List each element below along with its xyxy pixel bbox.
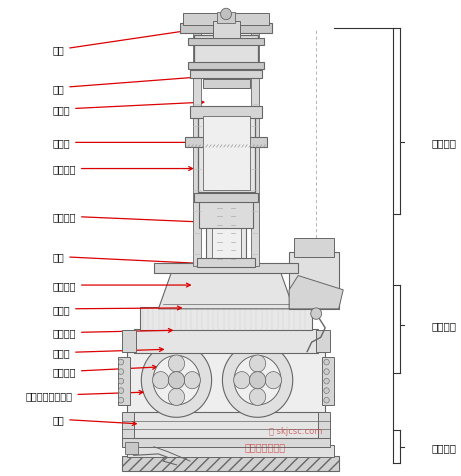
Bar <box>197 258 255 268</box>
Bar <box>195 194 258 202</box>
Bar <box>127 352 325 414</box>
Text: 下机体: 下机体 <box>53 348 163 358</box>
Polygon shape <box>324 378 329 384</box>
Polygon shape <box>221 9 231 20</box>
Bar <box>206 117 246 267</box>
Bar <box>251 29 260 267</box>
Text: 翻板门: 翻板门 <box>53 138 197 148</box>
Polygon shape <box>311 308 322 319</box>
Text: 上机体: 上机体 <box>53 304 181 314</box>
Text: 下密炼室: 下密炼室 <box>53 328 172 338</box>
Bar <box>217 13 235 23</box>
Bar <box>118 357 130 405</box>
Bar <box>122 438 330 447</box>
Bar <box>141 308 312 330</box>
Polygon shape <box>118 369 124 375</box>
Polygon shape <box>168 355 184 372</box>
Text: 数控机床市场网: 数控机床市场网 <box>244 441 285 451</box>
Text: 压料装置: 压料装置 <box>53 212 226 225</box>
Polygon shape <box>184 372 201 389</box>
Text: 混炼部分: 混炼部分 <box>431 321 456 331</box>
Bar <box>188 62 264 69</box>
Text: 转子: 转子 <box>53 252 201 266</box>
Bar <box>193 29 201 267</box>
Polygon shape <box>223 343 293 417</box>
Bar <box>183 14 269 26</box>
Bar <box>185 138 266 148</box>
Bar <box>134 329 319 353</box>
Bar <box>124 442 138 454</box>
Bar <box>180 24 272 34</box>
Bar <box>198 115 255 193</box>
Bar <box>188 39 264 46</box>
Polygon shape <box>168 388 184 406</box>
Bar <box>131 412 321 438</box>
Bar <box>190 107 262 119</box>
Bar <box>322 357 334 405</box>
Polygon shape <box>159 271 294 309</box>
Text: 卸料门锁锁紧装置: 卸料门锁锁紧装置 <box>25 391 143 401</box>
Text: 加料部分: 加料部分 <box>431 138 456 148</box>
Bar <box>319 412 330 438</box>
Bar <box>289 252 339 309</box>
Bar <box>154 263 298 274</box>
Polygon shape <box>249 388 266 406</box>
Bar <box>202 117 250 190</box>
Text: 填料箱: 填料箱 <box>53 101 204 115</box>
Text: 活塞: 活塞 <box>53 75 211 93</box>
Bar <box>202 80 250 89</box>
Polygon shape <box>324 369 329 375</box>
Polygon shape <box>265 372 282 389</box>
Polygon shape <box>153 356 200 405</box>
Bar <box>195 36 258 72</box>
Text: 底座: 底座 <box>53 414 136 426</box>
Polygon shape <box>249 355 266 372</box>
Polygon shape <box>324 388 329 394</box>
Polygon shape <box>324 397 329 403</box>
Text: 上密炼室: 上密炼室 <box>53 280 190 290</box>
Polygon shape <box>324 359 329 365</box>
Polygon shape <box>118 359 124 365</box>
Bar <box>127 446 334 457</box>
Polygon shape <box>234 372 250 389</box>
Bar <box>199 200 253 228</box>
Bar <box>213 22 240 39</box>
Polygon shape <box>142 343 212 417</box>
Polygon shape <box>289 276 343 309</box>
Polygon shape <box>153 372 169 389</box>
Bar <box>190 70 262 79</box>
Text: 卸料装置: 卸料装置 <box>53 366 157 377</box>
Bar <box>122 456 339 471</box>
Bar <box>122 412 134 438</box>
Polygon shape <box>168 372 184 389</box>
Text: 汽缸: 汽缸 <box>53 26 215 56</box>
Text: 机 skjcsc.com: 机 skjcsc.com <box>269 426 322 435</box>
Text: 加料装置: 加料装置 <box>53 164 193 174</box>
Polygon shape <box>118 388 124 394</box>
Bar <box>316 330 330 352</box>
Polygon shape <box>118 397 124 403</box>
Bar <box>122 330 136 352</box>
Text: 卸料部分: 卸料部分 <box>431 442 456 452</box>
Polygon shape <box>249 372 266 389</box>
Polygon shape <box>118 378 124 384</box>
Polygon shape <box>234 356 281 405</box>
Bar <box>212 117 241 264</box>
Bar <box>294 238 334 257</box>
